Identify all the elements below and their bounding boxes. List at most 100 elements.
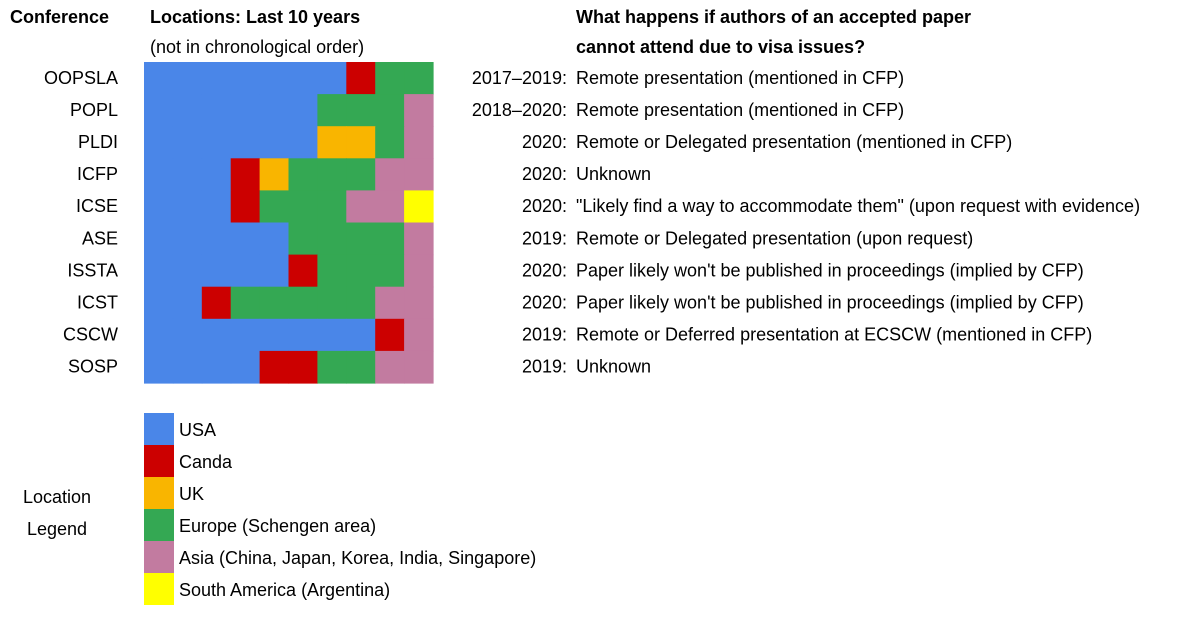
location-cell — [144, 350, 174, 384]
location-cell — [317, 126, 347, 159]
conference-name: OOPSLA — [44, 68, 118, 88]
location-cell — [375, 286, 405, 320]
legend-label: Europe (Schengen area) — [179, 516, 376, 536]
location-cell — [317, 190, 347, 224]
location-cell — [201, 62, 232, 95]
location-cell — [144, 94, 174, 127]
location-cell — [288, 222, 318, 256]
location-cell — [172, 350, 203, 384]
location-cell — [259, 318, 290, 352]
policy-years: 2018–2020: — [472, 100, 567, 120]
location-cell — [201, 94, 232, 127]
location-cell — [259, 254, 290, 288]
location-cell — [404, 158, 434, 191]
location-cell — [144, 190, 174, 224]
location-cell — [288, 286, 318, 320]
location-cell — [404, 62, 434, 95]
policy-years: 2020: — [522, 260, 567, 280]
location-cell — [230, 318, 261, 352]
location-cell — [230, 286, 261, 320]
location-cell — [201, 126, 232, 159]
location-cell — [346, 286, 376, 320]
location-cell — [230, 222, 261, 256]
legend-swatch — [144, 509, 174, 541]
location-cell — [230, 94, 261, 127]
location-cell — [201, 254, 232, 288]
location-cell — [346, 62, 376, 95]
location-cell — [404, 126, 434, 159]
location-cell — [288, 350, 318, 384]
location-cell — [201, 158, 232, 191]
conference-name: ASE — [82, 228, 118, 248]
conference-name: ICSE — [76, 196, 118, 216]
header-note: (not in chronological order) — [150, 37, 364, 57]
location-cell — [288, 158, 318, 191]
location-cell — [172, 318, 203, 352]
location-cell — [404, 94, 434, 127]
location-cell — [317, 286, 347, 320]
legend-label: Asia (China, Japan, Korea, India, Singap… — [179, 548, 536, 568]
legend-swatch — [144, 477, 174, 509]
location-cell — [259, 190, 290, 224]
location-cell — [259, 126, 290, 159]
location-cell — [404, 350, 434, 384]
location-cell — [172, 126, 203, 159]
policy-text: "Likely find a way to accommodate them" … — [576, 196, 1140, 216]
location-cell — [375, 222, 405, 256]
location-cell — [404, 190, 434, 224]
conference-name: SOSP — [68, 357, 118, 377]
legend-label: USA — [179, 420, 216, 440]
location-cell — [346, 350, 376, 384]
location-cell — [230, 126, 261, 159]
location-cell — [230, 62, 261, 95]
policy-text: Unknown — [576, 164, 651, 184]
location-cell — [172, 62, 203, 95]
location-cell — [288, 190, 318, 224]
location-cell — [144, 222, 174, 256]
legend-swatch — [144, 445, 174, 477]
location-cell — [346, 190, 376, 224]
location-cell — [172, 222, 203, 256]
conference-name: PLDI — [78, 132, 118, 152]
location-cell — [346, 94, 376, 127]
policy-years: 2019: — [522, 325, 567, 345]
location-cell — [404, 318, 434, 352]
location-cell — [201, 318, 232, 352]
policy-text: Remote presentation (mentioned in CFP) — [576, 68, 904, 88]
location-cell — [404, 286, 434, 320]
location-cell — [172, 190, 203, 224]
policy-years: 2019: — [522, 228, 567, 248]
location-cell — [288, 62, 318, 95]
location-cell — [144, 158, 174, 191]
conference-name: POPL — [70, 100, 118, 120]
policy-years: 2020: — [522, 132, 567, 152]
location-cell — [230, 158, 261, 191]
conference-name: ISSTA — [67, 260, 118, 280]
location-cell — [317, 254, 347, 288]
location-cell — [144, 318, 174, 352]
location-cell — [144, 286, 174, 320]
location-cell — [346, 126, 376, 159]
location-cell — [172, 158, 203, 191]
conference-name: CSCW — [63, 325, 118, 345]
location-cell — [172, 286, 203, 320]
location-cell — [375, 190, 405, 224]
location-cell — [317, 318, 347, 352]
policy-text: Remote or Delegated presentation (upon r… — [576, 228, 973, 248]
location-cell — [259, 158, 290, 191]
legend-label: South America (Argentina) — [179, 580, 390, 600]
location-cell — [317, 94, 347, 127]
header: Conference — [10, 7, 109, 27]
location-cell — [404, 222, 434, 256]
header: cannot attend due to visa issues? — [576, 37, 865, 57]
policy-text: Paper likely won't be published in proce… — [576, 293, 1084, 313]
location-cell — [201, 350, 232, 384]
policy-text: Paper likely won't be published in proce… — [576, 260, 1084, 280]
location-cell — [259, 222, 290, 256]
location-cell — [259, 350, 290, 384]
legend-swatch — [144, 573, 174, 605]
location-cell — [201, 190, 232, 224]
policy-years: 2020: — [522, 196, 567, 216]
location-cell — [317, 350, 347, 384]
